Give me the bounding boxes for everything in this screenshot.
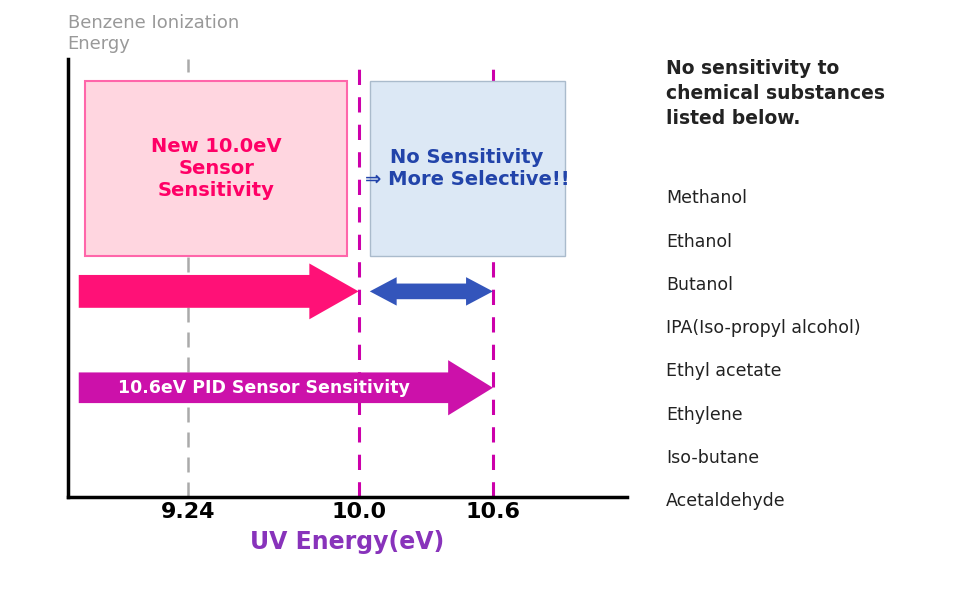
Text: Acetaldehyde: Acetaldehyde bbox=[666, 492, 786, 510]
Text: IPA(Iso-propyl alcohol): IPA(Iso-propyl alcohol) bbox=[666, 319, 861, 337]
Text: No sensitivity to
chemical substances
listed below.: No sensitivity to chemical substances li… bbox=[666, 59, 885, 128]
Polygon shape bbox=[370, 277, 493, 305]
Polygon shape bbox=[79, 263, 359, 319]
Polygon shape bbox=[79, 360, 493, 416]
Text: Ethanol: Ethanol bbox=[666, 233, 731, 250]
Text: Methanol: Methanol bbox=[666, 189, 747, 207]
X-axis label: UV Energy(eV): UV Energy(eV) bbox=[250, 530, 445, 555]
FancyBboxPatch shape bbox=[86, 81, 347, 256]
Text: New 10.0eV
Sensor
Sensitivity: New 10.0eV Sensor Sensitivity bbox=[152, 137, 282, 200]
Text: Iso-butane: Iso-butane bbox=[666, 449, 759, 466]
FancyBboxPatch shape bbox=[370, 81, 565, 256]
Text: No Sensitivity
⇒ More Selective!!: No Sensitivity ⇒ More Selective!! bbox=[365, 148, 569, 189]
Text: Benzene Ionization
Energy: Benzene Ionization Energy bbox=[68, 14, 238, 53]
Text: 10.6eV PID Sensor Sensitivity: 10.6eV PID Sensor Sensitivity bbox=[118, 379, 409, 397]
Text: Ethylene: Ethylene bbox=[666, 406, 742, 423]
Text: Butanol: Butanol bbox=[666, 276, 732, 294]
Text: Ethyl acetate: Ethyl acetate bbox=[666, 362, 782, 380]
